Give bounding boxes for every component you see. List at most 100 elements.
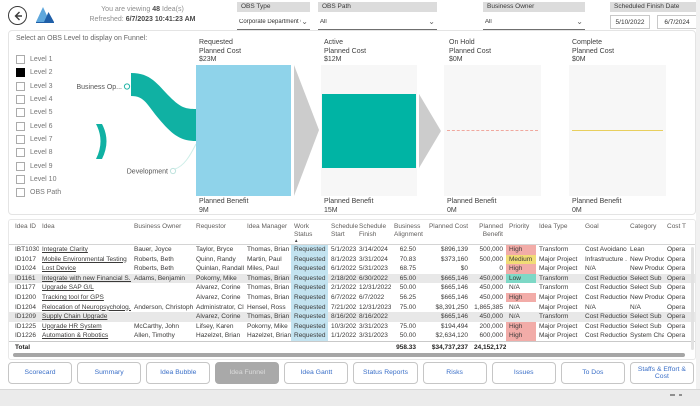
funnel-stage-onhold (444, 65, 541, 196)
idea-link[interactable]: Supply Chain Upgrade (42, 313, 108, 321)
nav-button-status-reports[interactable]: Status Reports (353, 362, 418, 384)
idea-link[interactable]: Integrate Clarity (42, 246, 88, 253)
column-header-cost_type[interactable]: Cost T (664, 220, 695, 245)
cell-planned_benefit: 500,000 (479, 255, 504, 263)
checkbox-checked-icon[interactable] (16, 68, 25, 78)
nav-button-idea-gantt[interactable]: Idea Gantt (284, 362, 349, 384)
table-horizontal-scrollbar[interactable] (13, 353, 685, 357)
sankey-node-development[interactable] (169, 167, 177, 175)
column-header-planned_cost[interactable]: Planned Cost (419, 220, 471, 245)
scheduled-finish-date-label: Scheduled Finish Date (610, 2, 697, 12)
obs-type-dropdown[interactable]: Corporate Department OBS⌄ (237, 15, 310, 30)
obs-level-option[interactable]: Level 2 (16, 66, 61, 79)
nav-button-idea-funnel[interactable]: Idea Funnel (215, 362, 280, 384)
business-owner-dropdown[interactable]: All ⌄ (483, 15, 585, 30)
cell-schedule_start: 2/1/2022 (331, 284, 356, 292)
cell-requestor: Alvarez, Corine (193, 312, 244, 322)
table-row[interactable]: ID1209 Supply Chain Upgrade Alvarez, Corin… (9, 312, 695, 322)
cell-priority: N/A (506, 312, 536, 322)
column-header-idea_id[interactable]: Idea ID (9, 220, 39, 245)
table-row[interactable]: ID1225 Upgrade HR System McCarthy, John Lif… (9, 321, 695, 332)
column-header-idea[interactable]: Idea (39, 220, 131, 245)
nav-button-scorecard[interactable]: Scorecard (8, 362, 73, 384)
funnel-bar-active[interactable] (322, 94, 416, 168)
column-header-priority[interactable]: Priority (506, 220, 536, 245)
checkbox-icon[interactable] (16, 134, 25, 144)
cell-idea: Supply Chain Upgrade (39, 312, 131, 322)
funnel-bar-onhold-zero[interactable] (447, 130, 538, 131)
idea-link[interactable]: Automation & Robotics (42, 332, 109, 340)
obs-level-option[interactable]: Level 10 (16, 173, 61, 186)
date-end-input[interactable]: 6/7/2024 (657, 15, 697, 29)
idea-link[interactable]: Lost Device (42, 265, 76, 273)
checkbox-icon[interactable] (16, 174, 25, 184)
cell-planned_cost: $665,146 (419, 273, 471, 284)
table-row[interactable]: ID1204 Relocation of Neuropsycholog... And… (9, 302, 695, 313)
nav-button-issues[interactable]: Issues (491, 362, 556, 384)
checkbox-icon[interactable] (16, 161, 25, 171)
bottom-chrome-strip (0, 389, 700, 406)
checkbox-icon[interactable] (16, 148, 25, 158)
column-header-idea_manager[interactable]: Idea Manager (244, 220, 291, 245)
checkbox-icon[interactable] (16, 121, 25, 131)
obs-level-option[interactable]: Level 8 (16, 146, 61, 159)
cell-requestor: Quinn, Randy (196, 255, 236, 263)
obs-path-slicer: OBS Path All ⌄ (318, 2, 437, 30)
page-scrollbar[interactable] (696, 0, 700, 389)
nav-button-staffs-effort-cost[interactable]: Staffs & Effort & Cost (629, 362, 694, 384)
sankey-ribbon-business-operations[interactable] (131, 73, 196, 141)
idea-link[interactable]: Upgrade HR System (42, 322, 102, 330)
back-button[interactable] (8, 6, 27, 25)
table-row[interactable]: ID1177 Upgrade SAP G/L Alvarez, Corine Thom… (9, 283, 695, 293)
obs-level-option[interactable]: Level 3 (16, 80, 61, 93)
total-category (627, 340, 664, 353)
funnel-bar-requested[interactable] (196, 65, 291, 196)
obs-level-option[interactable]: Level 4 (16, 93, 61, 106)
obs-level-option[interactable]: Level 9 (16, 159, 61, 172)
cell-goal: Cost Reduction (585, 332, 627, 340)
column-header-business_owner[interactable]: Business Owner (131, 220, 193, 245)
checkbox-icon[interactable] (16, 188, 25, 198)
column-header-business_alignment[interactable]: Business Alignment (391, 220, 423, 245)
checkbox-icon[interactable] (16, 55, 25, 65)
table-row[interactable]: ID1200 Tracking tool for GPS Alvarez, Cori… (9, 292, 695, 303)
table-row[interactable]: ID1017 Mobile Environmental Testing Robert… (9, 254, 695, 265)
nav-button-summary[interactable]: Summary (77, 362, 142, 384)
column-header-idea_type[interactable]: Idea Type (536, 220, 582, 245)
sankey-node-business-operations[interactable] (123, 83, 131, 90)
obs-level-option[interactable]: Level 6 (16, 119, 61, 132)
cell-requestor: Alvarez, Corine (196, 293, 241, 301)
cell-cost_type: Opera (667, 303, 686, 311)
column-header-category[interactable]: Category (627, 220, 664, 245)
column-header-schedule_finish[interactable]: Schedule Finish (356, 220, 391, 245)
obs-level-option[interactable]: OBS Path (16, 186, 61, 199)
obs-path-dropdown[interactable]: All ⌄ (318, 15, 437, 30)
table-row[interactable]: ID1024 Lost Device Roberts, Beth Quinlan, R… (9, 264, 695, 274)
idea-link[interactable]: Relocation of Neuropsycholog... (42, 303, 131, 311)
obs-level-option[interactable]: Level 7 (16, 133, 61, 146)
checkbox-icon[interactable] (16, 108, 25, 118)
idea-link[interactable]: Mobile Environmental Testing (42, 255, 127, 263)
table-row[interactable]: ID1226 Automation & Robotics Allen, Timoth… (9, 331, 695, 342)
table-row[interactable]: ID1161 Integrate with new Financial S... A… (9, 273, 695, 284)
idea-link[interactable]: Integrate with new Financial S... (42, 274, 131, 282)
funnel-bar-complete-zero[interactable] (572, 130, 663, 131)
date-start-input[interactable]: 5/10/2022 (610, 15, 650, 29)
table-row[interactable]: IBT1030 Integrate Clarity Bauer, Joyce Tayl… (9, 244, 695, 255)
column-header-requestor[interactable]: Requestor (193, 220, 244, 245)
column-header-planned_benefit[interactable]: Planned Benefit (471, 220, 506, 245)
table-vertical-scrollbar[interactable] (691, 247, 694, 350)
nav-button-idea-bubble[interactable]: Idea Bubble (146, 362, 211, 384)
obs-level-option[interactable]: Level 1 (16, 53, 61, 66)
column-header-goal[interactable]: Goal (582, 220, 627, 245)
column-header-work_status[interactable]: Work Status ▲ (291, 220, 328, 245)
idea-link[interactable]: Tracking tool for GPS (42, 293, 104, 301)
checkbox-icon[interactable] (16, 95, 25, 105)
checkbox-icon[interactable] (16, 81, 25, 91)
nav-button-risks[interactable]: Risks (422, 362, 487, 384)
obs-level-option[interactable]: Level 5 (16, 106, 61, 119)
idea-link[interactable]: Upgrade SAP G/L (42, 284, 94, 292)
column-header-schedule_start[interactable]: Schedule Start (328, 220, 358, 245)
nav-button-to-dos[interactable]: To Dos (560, 362, 625, 384)
cell-category: New Product ... (630, 293, 664, 301)
